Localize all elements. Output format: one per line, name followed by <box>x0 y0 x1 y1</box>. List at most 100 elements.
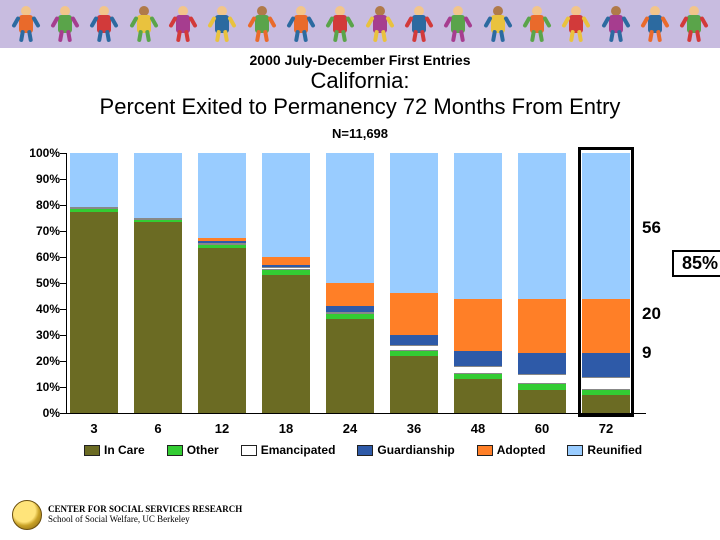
bar-segment-emancipated <box>454 366 502 374</box>
y-tick <box>60 257 66 258</box>
x-axis-label: 24 <box>343 421 357 436</box>
footer-text: CENTER FOR SOCIAL SERVICES RESEARCH Scho… <box>48 505 242 524</box>
bar-segment-adopted <box>326 283 374 306</box>
legend-item-guardianship: Guardianship <box>357 443 454 457</box>
legend-label: Reunified <box>587 443 642 457</box>
y-axis-label: 40% <box>10 302 60 316</box>
kid-icon <box>407 6 431 42</box>
y-tick <box>60 231 66 232</box>
bar-segment-adopted <box>454 299 502 351</box>
bar-segment-guardianship <box>390 335 438 345</box>
callout-label: 20 <box>642 304 661 324</box>
bar-column <box>390 153 438 413</box>
kid-icon <box>250 6 274 42</box>
bar-segment-reunified <box>518 153 566 299</box>
bar-column <box>70 153 118 413</box>
subtitle: 2000 July-December First Entries <box>8 52 712 68</box>
y-axis-label: 100% <box>10 146 60 160</box>
y-axis-label: 60% <box>10 250 60 264</box>
bar-column <box>134 153 182 413</box>
bar-segment-guardianship <box>518 353 566 374</box>
title-line-1: California: <box>8 68 712 94</box>
y-tick <box>60 283 66 284</box>
kid-icon <box>132 6 156 42</box>
x-axis <box>66 413 646 414</box>
y-axis-label: 90% <box>10 172 60 186</box>
y-axis-label: 10% <box>10 380 60 394</box>
bar-segment-reunified <box>390 153 438 293</box>
kid-icon <box>604 6 628 42</box>
legend-swatch <box>477 445 493 456</box>
bar-segment-reunified <box>262 153 310 257</box>
y-axis-label: 0% <box>10 406 60 420</box>
legend-label: Emancipated <box>261 443 336 457</box>
decorative-banner <box>0 0 720 48</box>
y-tick <box>60 205 66 206</box>
legend-item-emancipated: Emancipated <box>241 443 336 457</box>
legend-item-other: Other <box>167 443 219 457</box>
bar-segment-in_care <box>198 248 246 413</box>
highlight-box <box>578 147 634 417</box>
legend-swatch <box>241 445 257 456</box>
legend-label: Guardianship <box>377 443 454 457</box>
bar-segment-in_care <box>390 356 438 413</box>
kid-icon <box>53 6 77 42</box>
legend-item-adopted: Adopted <box>477 443 546 457</box>
kid-icon <box>92 6 116 42</box>
kid-icon <box>368 6 392 42</box>
kid-icon <box>14 6 38 42</box>
legend-swatch <box>567 445 583 456</box>
legend-label: Adopted <box>497 443 546 457</box>
footer: CENTER FOR SOCIAL SERVICES RESEARCH Scho… <box>12 500 242 530</box>
bar-segment-in_care <box>70 212 118 413</box>
title-block: 2000 July-December First Entries Califor… <box>0 48 720 143</box>
kid-icon <box>486 6 510 42</box>
kid-icon <box>210 6 234 42</box>
bar-column <box>454 153 502 413</box>
bar-column <box>198 153 246 413</box>
bar-segment-adopted <box>390 293 438 335</box>
bar-segment-guardianship <box>454 351 502 367</box>
bar-column <box>326 153 374 413</box>
bar-segment-in_care <box>518 390 566 413</box>
bar-segment-in_care <box>134 222 182 413</box>
kid-icon <box>328 6 352 42</box>
y-axis-label: 50% <box>10 276 60 290</box>
y-axis-label: 80% <box>10 198 60 212</box>
footer-line-2: School of Social Welfare, UC Berkeley <box>48 515 242 525</box>
legend-item-in_care: In Care <box>84 443 145 457</box>
x-axis-label: 6 <box>154 421 161 436</box>
legend-swatch <box>84 445 100 456</box>
kid-icon <box>446 6 470 42</box>
bar-segment-adopted <box>262 257 310 265</box>
legend-swatch <box>167 445 183 456</box>
bar-segment-reunified <box>198 153 246 238</box>
y-tick <box>60 413 66 414</box>
kid-icon <box>643 6 667 42</box>
bar-segment-reunified <box>134 153 182 218</box>
bar-segment-emancipated <box>518 374 566 384</box>
plot-area <box>66 153 646 413</box>
bar-column <box>518 153 566 413</box>
x-axis-label: 72 <box>599 421 613 436</box>
bar-segment-in_care <box>454 379 502 413</box>
x-axis-label: 48 <box>471 421 485 436</box>
y-tick <box>60 335 66 336</box>
legend-item-reunified: Reunified <box>567 443 642 457</box>
y-tick <box>60 387 66 388</box>
kid-icon <box>289 6 313 42</box>
y-tick <box>60 309 66 310</box>
y-axis-label: 70% <box>10 224 60 238</box>
y-axis-label: 30% <box>10 328 60 342</box>
kid-icon <box>682 6 706 42</box>
x-axis-label: 60 <box>535 421 549 436</box>
y-axis-label: 20% <box>10 354 60 368</box>
x-axis-label: 36 <box>407 421 421 436</box>
legend-label: In Care <box>104 443 145 457</box>
x-axis-label: 12 <box>215 421 229 436</box>
seal-icon <box>12 500 42 530</box>
bar-segment-in_care <box>326 319 374 413</box>
chart: In Care Other Emancipated Guardianship Adopt… <box>10 145 710 465</box>
bar-segment-in_care <box>262 275 310 413</box>
bar-column <box>262 153 310 413</box>
